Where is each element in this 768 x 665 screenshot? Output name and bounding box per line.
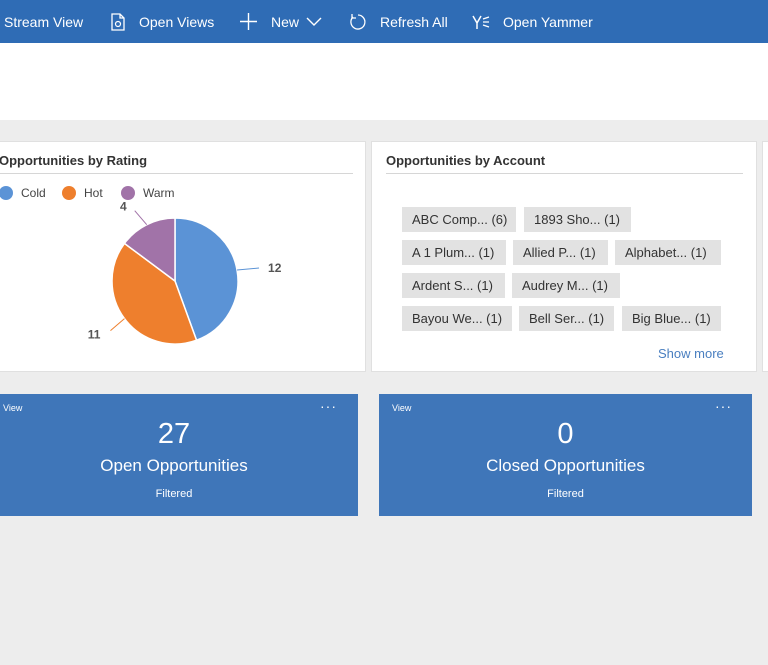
tile-filter: Filtered bbox=[155, 488, 193, 500]
account-tag[interactable]: 1893 Sho... (1) bbox=[524, 207, 631, 232]
rating-card-title: Opportunities by Rating bbox=[0, 153, 148, 168]
tile-count: 27 bbox=[157, 418, 191, 450]
refresh-icon bbox=[349, 13, 367, 31]
next-card-edge bbox=[762, 141, 768, 372]
show-more-link[interactable]: Show more bbox=[658, 346, 724, 361]
header-area bbox=[0, 43, 768, 120]
tile-view-label: View bbox=[392, 403, 412, 413]
refresh-all-label: Refresh All bbox=[380, 13, 448, 30]
rating-pie-chart: 12 11 4 bbox=[88, 200, 282, 345]
pie-slice-cold[interactable] bbox=[174, 217, 239, 342]
yammer-icon bbox=[472, 13, 490, 31]
legend-item-cold[interactable]: Cold bbox=[0, 186, 46, 200]
document-icon bbox=[110, 12, 126, 31]
plus-icon bbox=[240, 13, 257, 30]
command-bar: Stream View Open Views New Refresh All O… bbox=[0, 0, 768, 43]
legend-swatch-cold bbox=[0, 186, 13, 200]
open-yammer-label: Open Yammer bbox=[503, 13, 593, 30]
account-card-title: Opportunities by Account bbox=[386, 153, 546, 168]
account-tag[interactable]: Allied P... (1) bbox=[513, 240, 608, 265]
more-options-icon[interactable]: ··· bbox=[320, 398, 337, 414]
legend-item-hot[interactable]: Hot bbox=[62, 186, 103, 200]
rating-card-divider bbox=[0, 173, 353, 174]
pie-leader-line bbox=[236, 267, 260, 271]
more-options-icon[interactable]: ··· bbox=[715, 398, 732, 414]
pie-data-label: 4 bbox=[120, 200, 127, 214]
rating-chart-card: Opportunities by Rating Cold Hot Warm 12… bbox=[0, 141, 366, 372]
pie-slice-hot[interactable] bbox=[111, 242, 198, 345]
new-label: New bbox=[271, 13, 300, 30]
account-tag[interactable]: A 1 Plum... (1) bbox=[402, 240, 506, 265]
legend-label-hot: Hot bbox=[84, 186, 103, 200]
stream-view-label: Stream View bbox=[4, 13, 84, 30]
tile-name: Open Opportunities bbox=[100, 456, 248, 475]
account-tag[interactable]: ABC Comp... (6) bbox=[402, 207, 516, 232]
tile-view-label: View bbox=[3, 403, 23, 413]
pie-slice-warm[interactable] bbox=[123, 217, 176, 283]
open-opportunities-tile[interactable]: View ··· 27 Open Opportunities Filtered bbox=[0, 394, 358, 516]
new-button[interactable]: New bbox=[240, 0, 322, 43]
account-tag[interactable]: Audrey M... (1) bbox=[512, 273, 620, 298]
open-views-button[interactable]: Open Views bbox=[110, 0, 214, 43]
legend-label-cold: Cold bbox=[21, 186, 46, 200]
refresh-all-button[interactable]: Refresh All bbox=[349, 0, 448, 43]
open-views-label: Open Views bbox=[139, 13, 215, 30]
tile-filter: Filtered bbox=[547, 488, 584, 500]
chevron-down-icon bbox=[306, 17, 322, 27]
legend-label-warm: Warm bbox=[143, 186, 175, 200]
account-tag[interactable]: Bell Ser... (1) bbox=[519, 306, 614, 331]
tile-count: 0 bbox=[557, 418, 574, 450]
pie-data-label: 11 bbox=[88, 328, 101, 342]
pie-data-label: 12 bbox=[268, 261, 282, 275]
legend-swatch-hot bbox=[62, 186, 76, 200]
pie-leader-line bbox=[134, 210, 148, 226]
legend-swatch-warm bbox=[121, 186, 135, 200]
stream-view-button[interactable]: Stream View bbox=[4, 0, 83, 43]
account-tag[interactable]: Bayou We... (1) bbox=[402, 306, 512, 331]
pie-leader-line bbox=[110, 318, 125, 331]
open-yammer-button[interactable]: Open Yammer bbox=[472, 0, 593, 43]
account-card: Opportunities by Account ABC Comp... (6)… bbox=[371, 141, 757, 372]
tile-name: Closed Opportunities bbox=[486, 456, 645, 475]
account-tag[interactable]: Ardent S... (1) bbox=[402, 273, 505, 298]
account-card-divider bbox=[386, 173, 743, 174]
legend-item-warm[interactable]: Warm bbox=[121, 186, 175, 200]
closed-opportunities-tile[interactable]: View ··· 0 Closed Opportunities Filtered bbox=[379, 394, 752, 516]
account-tag[interactable]: Alphabet... (1) bbox=[615, 240, 721, 265]
account-tag[interactable]: Big Blue... (1) bbox=[622, 306, 721, 331]
